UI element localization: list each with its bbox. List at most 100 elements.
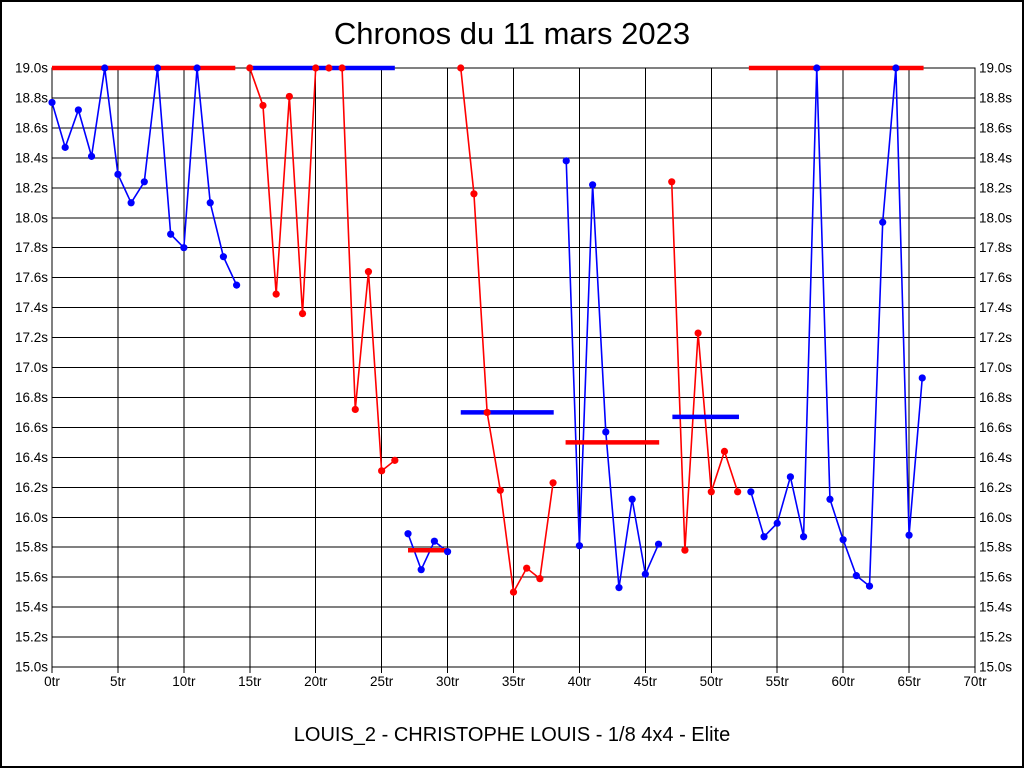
data-point-blue <box>562 157 570 165</box>
data-point-red <box>325 64 333 72</box>
data-point-red <box>457 64 465 72</box>
data-point-blue <box>879 218 887 226</box>
y-tick-label-left: 16.6s <box>15 420 48 435</box>
data-point-blue <box>101 64 109 72</box>
data-point-blue <box>602 428 610 436</box>
data-point-red <box>246 64 254 72</box>
data-point-blue <box>826 495 834 503</box>
data-point-red <box>272 290 280 298</box>
run-line-blue <box>565 160 660 588</box>
data-point-blue <box>233 281 241 289</box>
data-point-blue <box>641 570 649 578</box>
data-point-red <box>298 309 307 318</box>
data-point-blue <box>114 170 122 178</box>
y-tick-label-right: 18.0s <box>979 210 1012 225</box>
y-tick-label-right: 18.2s <box>979 180 1012 195</box>
data-point-red <box>351 405 359 414</box>
y-tick-label-left: 15.0s <box>15 660 48 675</box>
y-tick-label-left: 15.2s <box>15 630 48 645</box>
plot-border <box>51 67 976 668</box>
data-point-red <box>470 190 478 198</box>
data-point-red <box>509 588 518 596</box>
data-point-red <box>378 467 386 475</box>
lap-time-chart: 19.0s 19.0s 18.8s 18.8s 18.6s 18.6s 18.4s 18.4s… <box>15 61 1012 690</box>
run-line-blue <box>750 67 924 588</box>
data-point-red <box>707 488 715 496</box>
data-point-red <box>364 268 373 276</box>
run-line-red <box>670 181 739 551</box>
data-point-red <box>285 92 293 101</box>
data-point-blue <box>852 572 860 580</box>
data-point-blue <box>140 178 148 186</box>
x-tick-label: 50tr <box>700 674 724 689</box>
data-point-red <box>391 456 399 464</box>
x-tick-label: 30tr <box>436 674 460 689</box>
y-tick-label-left: 17.8s <box>15 240 48 255</box>
data-point-blue <box>61 143 69 151</box>
y-tick-label-left: 15.4s <box>15 600 48 615</box>
data-point-blue <box>905 531 913 539</box>
y-tick-label-left: 18.4s <box>15 150 48 165</box>
x-tick-label: 35tr <box>502 674 526 689</box>
data-point-blue <box>219 253 228 261</box>
chart-title: Chronos du 11 mars 2023 <box>333 16 691 51</box>
data-point-blue <box>153 64 162 72</box>
y-tick-label-right: 15.0s <box>979 660 1012 675</box>
x-tick-label: 5tr <box>110 674 126 689</box>
data-point-red <box>523 564 531 572</box>
data-point-red <box>259 101 267 110</box>
x-tick-label: 60tr <box>832 674 856 689</box>
data-point-red <box>694 329 702 337</box>
y-tick-label-left: 17.2s <box>15 330 48 345</box>
y-tick-label-right: 15.6s <box>979 570 1012 585</box>
data-point-blue <box>430 537 438 545</box>
data-point-blue <box>404 530 412 538</box>
data-point-red <box>338 64 346 72</box>
y-tick-label-right: 16.0s <box>979 510 1012 525</box>
data-point-blue <box>589 181 597 189</box>
y-tick-label-left: 16.2s <box>15 480 48 495</box>
data-point-blue <box>839 536 847 544</box>
data-point-blue <box>575 542 584 550</box>
data-point-blue <box>180 244 188 252</box>
data-point-blue <box>167 230 175 238</box>
y-tick-label-left: 18.2s <box>15 180 48 195</box>
x-tick-label: 55tr <box>766 674 790 689</box>
data-point-red <box>496 486 504 494</box>
run-line-blue <box>51 67 238 286</box>
data-point-red <box>668 178 676 186</box>
y-tick-label-left: 17.0s <box>15 360 48 375</box>
y-tick-label-right: 16.2s <box>979 480 1012 495</box>
y-tick-label-right: 16.4s <box>979 450 1012 465</box>
data-point-blue <box>206 199 214 207</box>
y-tick-label-left: 15.6s <box>15 570 48 585</box>
x-tick-label: 40tr <box>568 674 592 689</box>
data-point-blue <box>443 548 452 556</box>
y-tick-label-left: 18.0s <box>15 210 48 225</box>
data-point-blue <box>127 199 135 207</box>
x-tick-label: 0tr <box>44 674 60 689</box>
data-point-blue <box>799 533 808 541</box>
data-point-blue <box>654 540 663 548</box>
y-tick-label-right: 17.0s <box>979 360 1012 375</box>
y-tick-label-right: 15.4s <box>979 600 1012 615</box>
y-tick-label-right: 17.2s <box>979 330 1012 345</box>
data-point-blue <box>628 495 636 503</box>
y-tick-label-left: 17.4s <box>15 300 48 315</box>
x-tick-label: 20tr <box>304 674 328 689</box>
data-point-red <box>549 479 557 487</box>
y-tick-label-right: 18.6s <box>979 120 1012 135</box>
data-point-blue <box>773 519 781 527</box>
y-tick-label-right: 19.0s <box>979 61 1012 76</box>
data-point-blue <box>48 98 56 107</box>
y-tick-label-right: 18.8s <box>979 90 1012 105</box>
y-tick-label-right: 15.8s <box>979 540 1012 555</box>
x-tick-label: 15tr <box>238 674 262 689</box>
data-point-red <box>483 408 491 417</box>
data-point-blue <box>892 64 900 72</box>
data-point-blue <box>615 584 623 592</box>
data-point-red <box>734 488 742 496</box>
y-tick-label-right: 17.4s <box>979 300 1012 315</box>
y-tick-label-right: 18.4s <box>979 150 1012 165</box>
